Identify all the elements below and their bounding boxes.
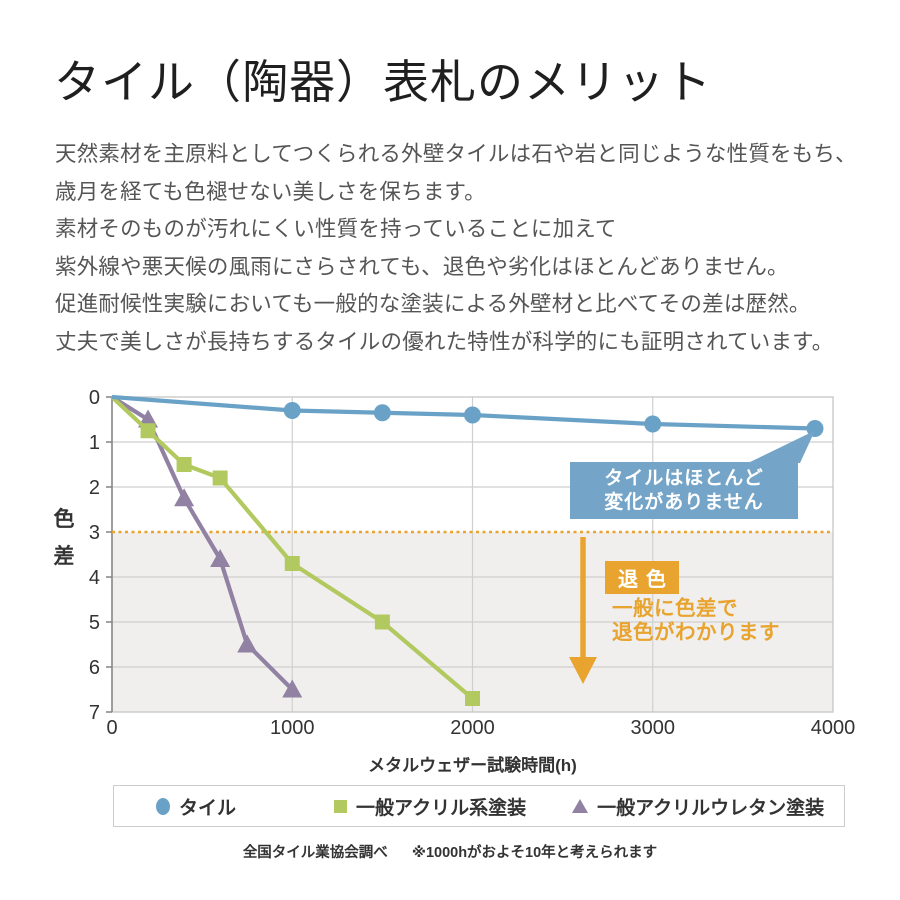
legend-item-acrylic-urethane: 一般アクリルウレタン塗装 [572,793,824,820]
x-axis-title: メタルウェザー試験時間(h) [368,756,577,775]
svg-text:1: 1 [89,432,100,454]
tile-callout-label: タイルはほとんど 変化がありません [570,462,798,519]
fade-arrow [569,537,597,684]
urethane-triangle-icon [572,799,589,813]
page-title: タイル（陶器）表札のメリット [54,57,712,108]
acrylic-square-icon [334,799,348,813]
series-tile [111,394,824,437]
svg-text:0: 0 [106,717,117,739]
svg-text:0: 0 [89,387,100,409]
svg-text:2000: 2000 [450,717,495,739]
callout-pointer [748,430,815,463]
legend-label: 一般アクリル系塗装 [356,797,527,819]
fade-note: 一般に色差で 退色がわかります [612,597,780,644]
legend-item-tile: タイル [156,793,236,820]
svg-text:4: 4 [89,567,100,589]
svg-text:7: 7 [89,702,100,724]
fade-badge: 退色 [605,561,679,594]
tile-circle-icon [156,797,170,815]
chart-source-note: 全国タイル業協会調べ ※1000hがおよそ10年と考えられます [0,841,900,862]
svg-text:1000: 1000 [270,717,315,739]
svg-text:3: 3 [89,522,100,544]
svg-text:3000: 3000 [631,717,676,739]
svg-text:5: 5 [89,612,100,634]
source-text: 全国タイル業協会調べ [242,845,388,861]
legend-label: タイル [179,797,237,819]
y-axis-title: 色差 [53,508,75,568]
svg-text:2: 2 [89,477,100,499]
series-acrylic-urethane [110,395,303,698]
legend-item-acrylic: 一般アクリル系塗装 [334,793,526,820]
chart-legend: タイル 一般アクリル系塗装 一般アクリルウレタン塗装 [113,785,845,827]
gridlines [112,397,833,712]
series-acrylic [110,395,480,706]
note-text: ※1000hがおよそ10年と考えられます [411,845,658,861]
svg-text:4000: 4000 [811,717,856,739]
svg-text:6: 6 [89,657,100,679]
legend-label: 一般アクリルウレタン塗装 [597,797,825,819]
intro-paragraph: 天然素材を主原料としてつくられる外壁タイルは石や岩と同じような性質をもち、 歳月… [55,142,857,354]
y-axis [106,396,113,713]
